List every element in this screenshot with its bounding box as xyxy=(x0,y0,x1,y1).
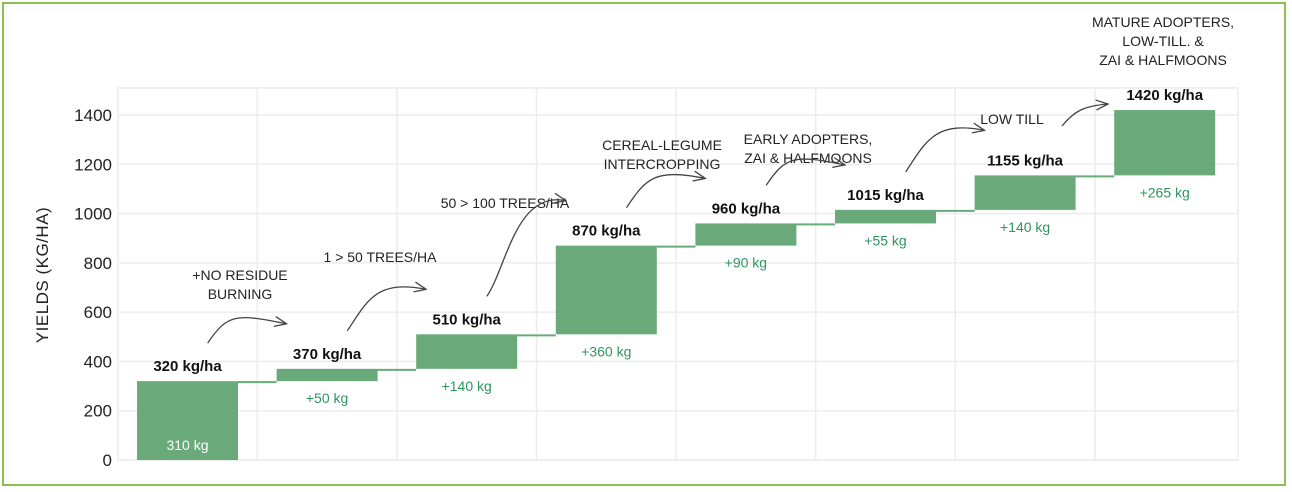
y-tick-label: 800 xyxy=(84,254,112,273)
y-tick-label: 600 xyxy=(84,303,112,322)
arrow-icon xyxy=(765,159,845,186)
annotation-text: +NO RESIDUE xyxy=(192,267,287,283)
total-label: 510 kg/ha xyxy=(433,311,502,328)
waterfall-bar xyxy=(695,223,797,246)
total-label: 1420 kg/ha xyxy=(1126,87,1203,104)
annotation-text: ZAI & HALFMOONS xyxy=(1099,52,1227,68)
annotation-text: EARLY ADOPTERS, xyxy=(744,131,873,147)
annotation-text: LOW-TILL. & xyxy=(1122,33,1204,49)
arrow-icon xyxy=(625,175,706,208)
y-tick-label: 1200 xyxy=(74,155,112,174)
arrow-icon xyxy=(486,200,566,297)
total-label: 370 kg/ha xyxy=(293,346,362,363)
delta-label: +90 kg xyxy=(725,255,767,271)
arrow-icon xyxy=(1061,104,1108,127)
delta-label: +360 kg xyxy=(581,343,631,359)
total-label: 870 kg/ha xyxy=(572,223,641,240)
waterfall-bar xyxy=(416,334,518,369)
annotation-text: BURNING xyxy=(208,286,273,302)
y-tick-label: 400 xyxy=(84,352,112,371)
delta-label: +140 kg xyxy=(442,378,492,394)
y-tick-label: 0 xyxy=(103,451,112,470)
annotation-text: 50 > 100 TREES/HA xyxy=(441,195,570,211)
waterfall-bar xyxy=(1114,110,1216,176)
y-axis-label: YIELDS (KG/HA) xyxy=(33,207,52,343)
total-label: 960 kg/ha xyxy=(712,200,781,217)
waterfall-bar xyxy=(137,381,238,460)
delta-label: +50 kg xyxy=(306,390,348,406)
y-tick-label: 1400 xyxy=(74,106,112,125)
waterfall-bar xyxy=(555,245,657,335)
annotation-text: LOW TILL xyxy=(980,111,1044,127)
delta-label: +140 kg xyxy=(1000,219,1050,235)
annotation-text: 1 > 50 TREES/HA xyxy=(324,249,438,265)
annotation-text: INTERCROPPING xyxy=(604,156,721,172)
arrow-icon xyxy=(207,318,287,344)
delta-label: +55 kg xyxy=(864,232,906,248)
waterfall-bar xyxy=(276,368,378,382)
chart-frame xyxy=(2,2,1286,486)
y-tick-label: 200 xyxy=(84,402,112,421)
total-label: 1155 kg/ha xyxy=(987,152,1064,169)
annotation-text: ZAI & HALFMOONS xyxy=(744,150,872,166)
arrow-icon xyxy=(346,287,426,332)
annotation-text: MATURE ADOPTERS, xyxy=(1092,14,1234,30)
base-label: 310 kg xyxy=(166,437,208,453)
y-tick-label: 1000 xyxy=(74,205,112,224)
total-label: 320 kg/ha xyxy=(153,358,222,375)
delta-label: +265 kg xyxy=(1140,184,1190,200)
annotation-text: CEREAL-LEGUME xyxy=(602,137,722,153)
waterfall-bar xyxy=(974,175,1076,210)
waterfall-bar xyxy=(835,209,936,224)
arrow-icon xyxy=(905,128,985,173)
total-label: 1015 kg/ha xyxy=(847,187,924,204)
